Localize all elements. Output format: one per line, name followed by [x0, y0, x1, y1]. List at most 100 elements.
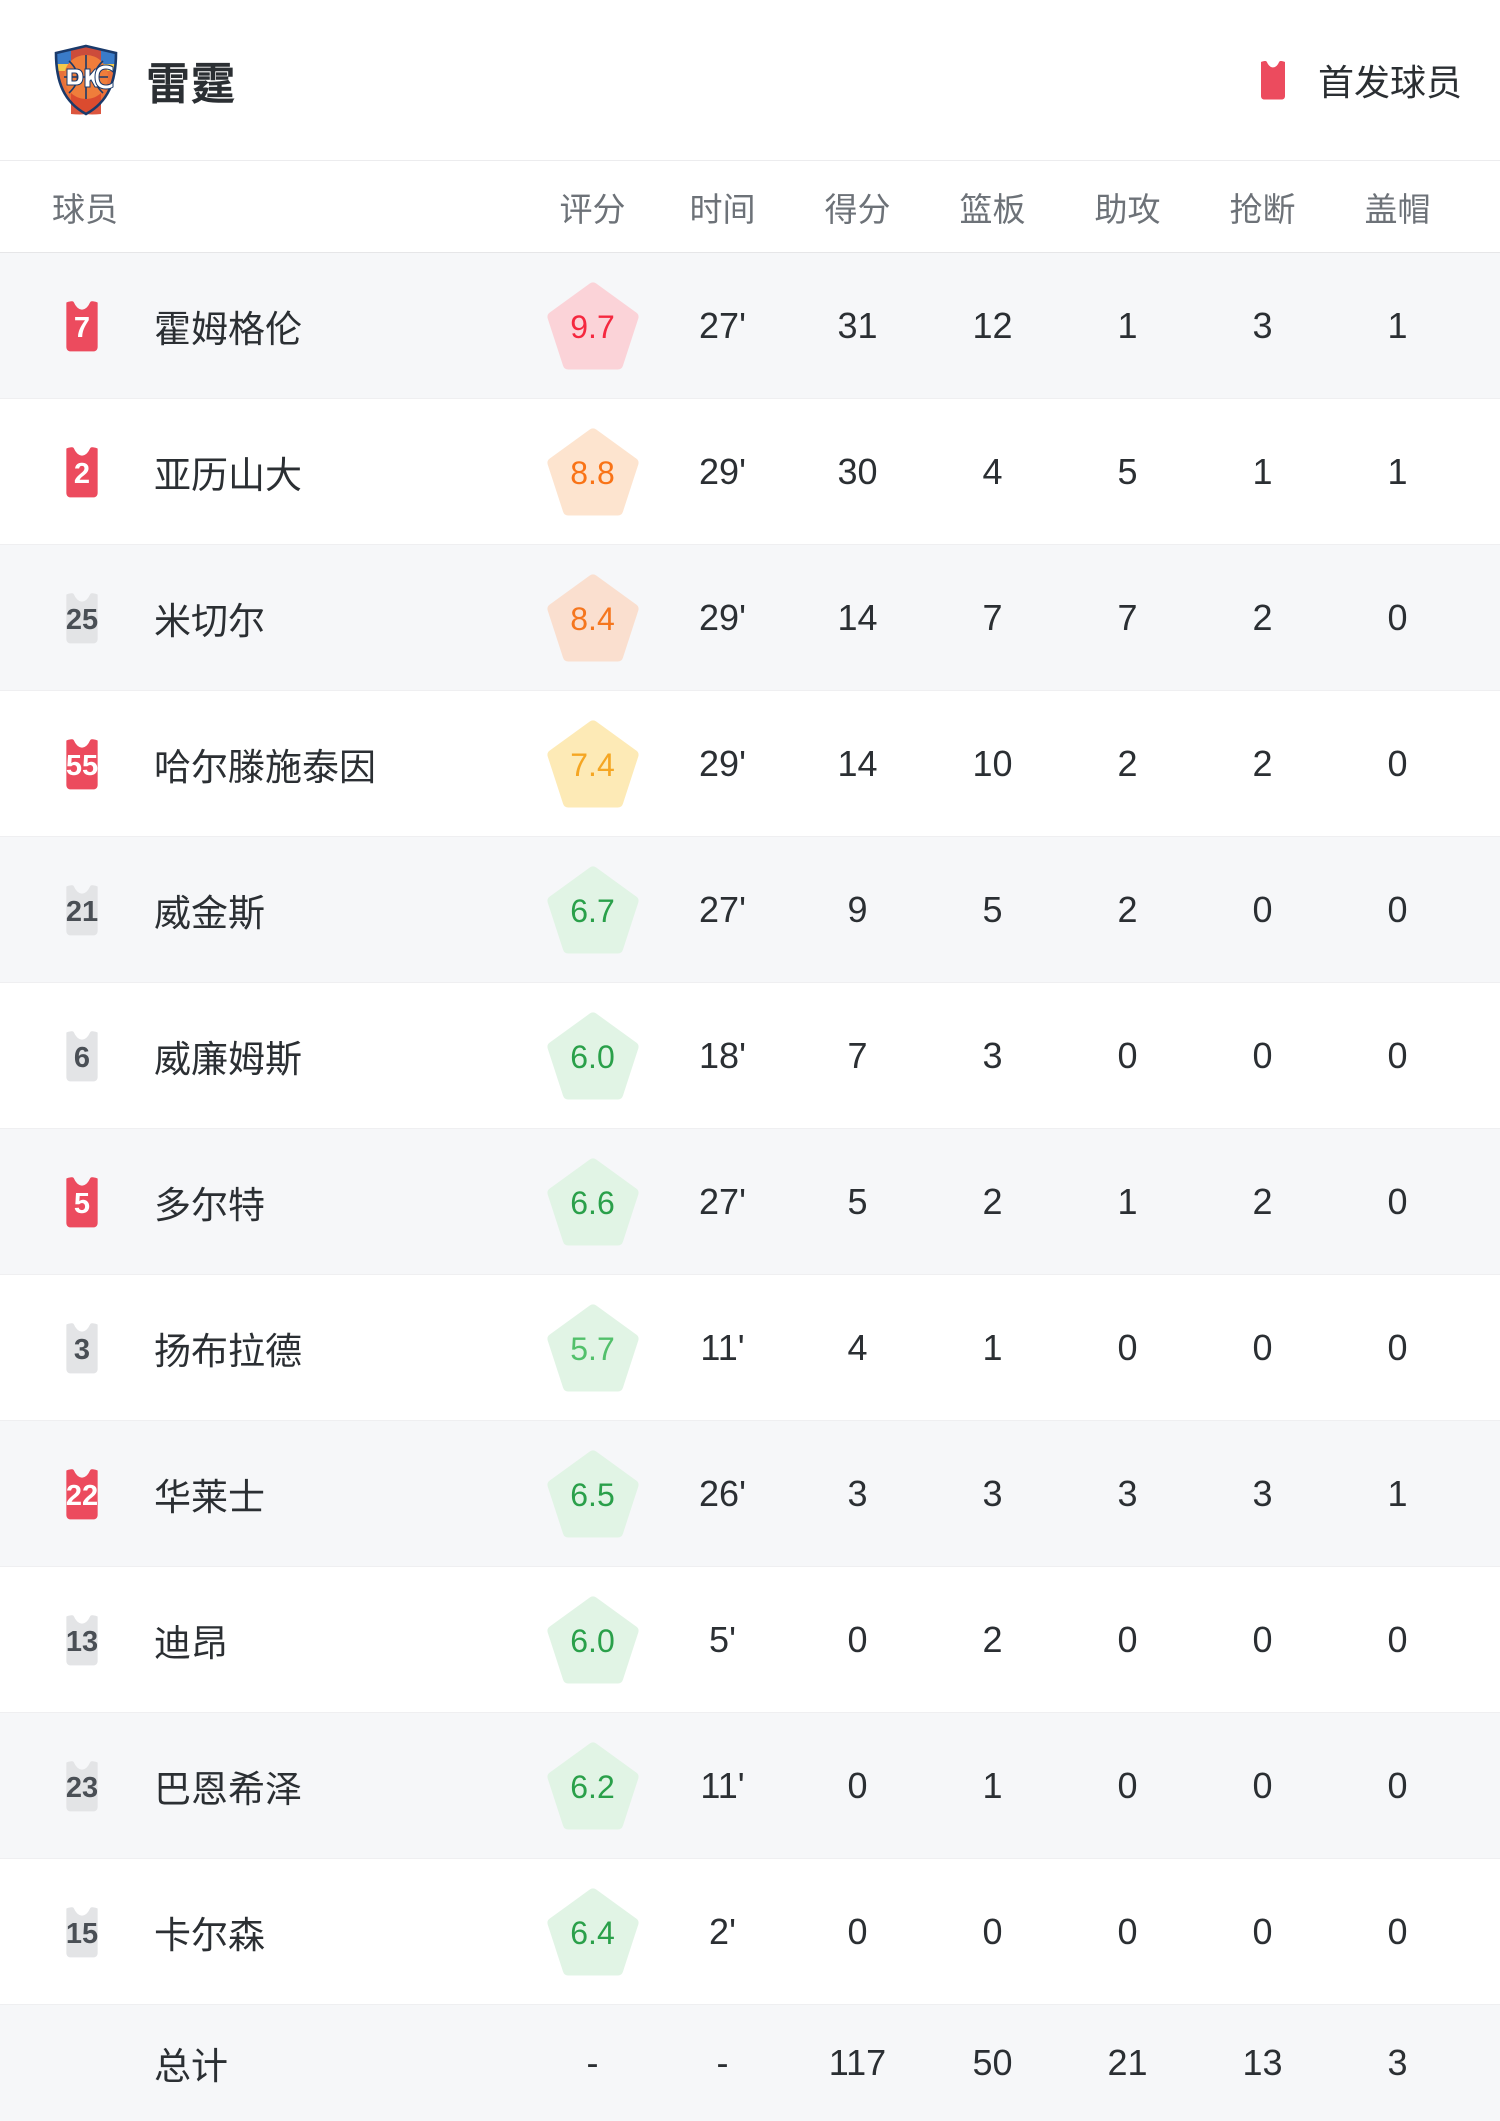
rating-value: 8.8 [570, 454, 615, 491]
table-row[interactable]: 23 巴恩希泽 6.2 11' 0 1 0 0 0 [0, 1713, 1500, 1859]
blocks-cell: 0 [1330, 1035, 1465, 1077]
rebounds-cell: 12 [925, 305, 1060, 347]
stat-points: 3 [847, 1472, 868, 1514]
stat-steals: 2 [1252, 596, 1273, 638]
totals-points: 117 [828, 2042, 887, 2083]
jersey-number: 23 [65, 1771, 99, 1804]
jersey-number: 22 [65, 1479, 99, 1512]
assists-cell: 0 [1060, 1327, 1195, 1369]
col-header-points: 得分 [824, 190, 891, 228]
player-cell[interactable]: 5 多尔特 [0, 1170, 530, 1234]
steals-cell: 0 [1195, 1619, 1330, 1661]
totals-time: - [716, 2042, 729, 2083]
totals-blocks: 3 [1387, 2042, 1408, 2083]
stat-points: 0 [847, 1618, 868, 1660]
stat-steals: 0 [1252, 1326, 1273, 1368]
stat-steals: 0 [1252, 1034, 1273, 1076]
jersey-number: 3 [73, 1333, 91, 1366]
table-row[interactable]: 7 霍姆格伦 9.7 27' 31 12 1 3 1 [0, 253, 1500, 399]
table-row[interactable]: 15 卡尔森 6.4 2' 0 0 0 0 0 [0, 1859, 1500, 2005]
jersey-number: 25 [65, 603, 99, 636]
player-cell[interactable]: 22 华莱士 [0, 1462, 530, 1526]
rebounds-cell: 5 [925, 889, 1060, 931]
jersey-icon: 55 [52, 732, 112, 796]
rating-badge: 6.4 [547, 1888, 639, 1976]
table-row[interactable]: 2 亚历山大 8.8 29' 30 4 5 1 1 [0, 399, 1500, 545]
assists-cell: 2 [1060, 743, 1195, 785]
table-row[interactable]: 3 扬布拉德 5.7 11' 4 1 0 0 0 [0, 1275, 1500, 1421]
time-cell: 26' [655, 1473, 790, 1515]
stat-points: 0 [847, 1910, 868, 1952]
jersey-icon [1250, 58, 1296, 102]
player-name: 扬布拉德 [154, 1330, 302, 1372]
table-row[interactable]: 22 华莱士 6.5 26' 3 3 3 3 1 [0, 1421, 1500, 1567]
table-row[interactable]: 21 威金斯 6.7 27' 9 5 2 0 0 [0, 837, 1500, 983]
table-row[interactable]: 13 迪昂 6.0 5' 0 2 0 0 0 [0, 1567, 1500, 1713]
stat-assists: 0 [1117, 1034, 1138, 1076]
points-cell: 14 [790, 743, 925, 785]
player-name: 亚历山大 [154, 454, 302, 496]
rebounds-cell: 1 [925, 1327, 1060, 1369]
table-row[interactable]: 5 多尔特 6.6 27' 5 2 1 2 0 [0, 1129, 1500, 1275]
player-cell[interactable]: 2 亚历山大 [0, 440, 530, 504]
stat-points: 5 [847, 1180, 868, 1222]
table-row[interactable]: 55 哈尔滕施泰因 7.4 29' 14 10 2 2 0 [0, 691, 1500, 837]
assists-cell: 5 [1060, 451, 1195, 493]
blocks-cell: 0 [1330, 1911, 1465, 1953]
col-header-assists: 助攻 [1094, 190, 1161, 228]
points-cell: 14 [790, 597, 925, 639]
player-name: 卡尔森 [154, 1914, 265, 1956]
assists-cell: 0 [1060, 1765, 1195, 1807]
col-header-player: 球员 [52, 190, 118, 228]
stat-rebounds: 1 [982, 1764, 1003, 1806]
player-cell[interactable]: 6 威廉姆斯 [0, 1024, 530, 1088]
player-name: 迪昂 [154, 1622, 228, 1664]
rating-badge: 6.6 [547, 1158, 639, 1246]
points-cell: 3 [790, 1473, 925, 1515]
steals-cell: 0 [1195, 1035, 1330, 1077]
okc-thunder-logo-icon [52, 44, 120, 116]
rating-value: 6.5 [570, 1476, 615, 1513]
team-name: 雷霆 [146, 60, 236, 109]
player-cell[interactable]: 55 哈尔滕施泰因 [0, 732, 530, 796]
team-block[interactable]: 雷霆 [52, 44, 236, 116]
stat-blocks: 1 [1387, 450, 1408, 492]
col-header-steals: 抢断 [1229, 190, 1296, 228]
rating-badge: 5.7 [547, 1304, 639, 1392]
stat-rebounds: 10 [972, 742, 1013, 784]
points-cell: 0 [790, 1765, 925, 1807]
player-cell[interactable]: 13 迪昂 [0, 1608, 530, 1672]
stat-blocks: 0 [1387, 888, 1408, 930]
points-cell: 4 [790, 1327, 925, 1369]
table-row[interactable]: 25 米切尔 8.4 29' 14 7 7 2 0 [0, 545, 1500, 691]
totals-steals: 13 [1242, 2042, 1283, 2083]
rebounds-cell: 3 [925, 1473, 1060, 1515]
player-cell[interactable]: 3 扬布拉德 [0, 1316, 530, 1380]
steals-cell: 3 [1195, 1473, 1330, 1515]
player-cell[interactable]: 7 霍姆格伦 [0, 294, 530, 358]
player-cell[interactable]: 21 威金斯 [0, 878, 530, 942]
rating-cell: 7.4 [530, 720, 655, 808]
stat-time: 27' [699, 888, 746, 930]
rating-cell: 9.7 [530, 282, 655, 370]
player-cell[interactable]: 23 巴恩希泽 [0, 1754, 530, 1818]
player-rows-container: 7 霍姆格伦 9.7 27' 31 12 1 3 1 2 亚历山大 8.8 29' 30 4 5 1 1 25 米切尔… [0, 253, 1500, 2005]
blocks-cell: 0 [1330, 743, 1465, 785]
points-cell: 5 [790, 1181, 925, 1223]
rebounds-cell: 10 [925, 743, 1060, 785]
rating-badge: 8.8 [547, 428, 639, 516]
stat-time: 2' [709, 1910, 736, 1952]
stat-time: 5' [709, 1618, 736, 1660]
totals-rating: - [586, 2042, 599, 2083]
jersey-icon: 3 [52, 1316, 112, 1380]
table-row[interactable]: 6 威廉姆斯 6.0 18' 7 3 0 0 0 [0, 983, 1500, 1129]
stat-assists: 1 [1117, 1180, 1138, 1222]
player-name: 威金斯 [154, 892, 265, 934]
steals-cell: 0 [1195, 1911, 1330, 1953]
player-cell[interactable]: 25 米切尔 [0, 586, 530, 650]
assists-cell: 3 [1060, 1473, 1195, 1515]
rating-badge: 6.5 [547, 1450, 639, 1538]
stat-time: 29' [699, 596, 746, 638]
player-cell[interactable]: 15 卡尔森 [0, 1900, 530, 1964]
